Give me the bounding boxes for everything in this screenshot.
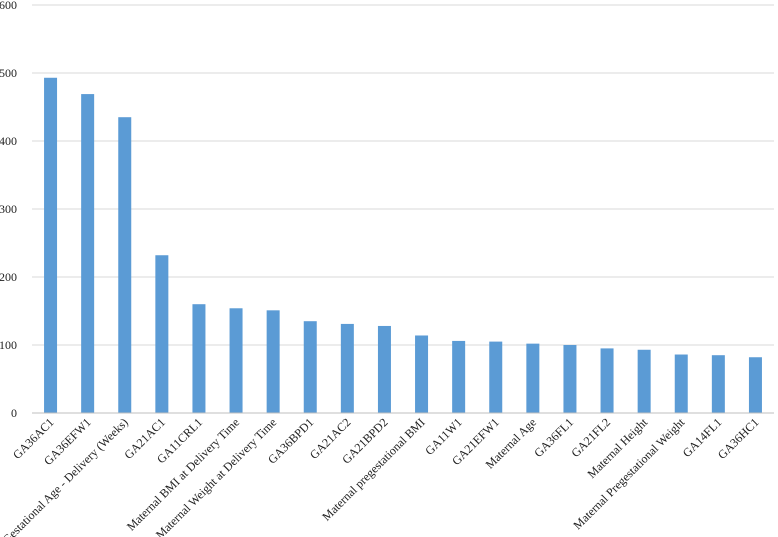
bar bbox=[118, 117, 132, 413]
y-axis-ticks: 0 100 200 300 400 500 600 bbox=[0, 0, 17, 420]
bar bbox=[266, 310, 280, 413]
y-tick-label: 0 bbox=[11, 406, 17, 420]
y-tick-label: 400 bbox=[0, 134, 17, 148]
bar bbox=[155, 255, 169, 413]
bar bbox=[600, 348, 614, 413]
x-category-label: GA36HC1 bbox=[715, 415, 762, 462]
bar bbox=[192, 304, 206, 413]
y-tick-label: 500 bbox=[0, 66, 17, 80]
bar bbox=[674, 354, 688, 413]
bar bbox=[303, 321, 317, 413]
y-tick-label: 300 bbox=[0, 202, 17, 216]
bar bbox=[229, 308, 243, 413]
gridlines bbox=[32, 4, 774, 346]
bar bbox=[81, 94, 95, 413]
bar bbox=[637, 349, 651, 413]
y-tick-label: 200 bbox=[0, 270, 17, 284]
x-category-label: GA36FL1 bbox=[531, 415, 576, 460]
bars bbox=[44, 77, 762, 413]
bar bbox=[340, 323, 354, 413]
bar bbox=[489, 341, 503, 413]
bar bbox=[711, 355, 725, 413]
bar bbox=[748, 357, 762, 413]
bar bbox=[377, 325, 391, 413]
bar bbox=[563, 345, 577, 413]
bar bbox=[415, 335, 429, 413]
bar bbox=[44, 77, 58, 413]
bar bbox=[452, 340, 466, 413]
bar bbox=[526, 343, 540, 413]
y-tick-label: 100 bbox=[0, 338, 17, 352]
y-tick-label: 600 bbox=[0, 0, 17, 12]
